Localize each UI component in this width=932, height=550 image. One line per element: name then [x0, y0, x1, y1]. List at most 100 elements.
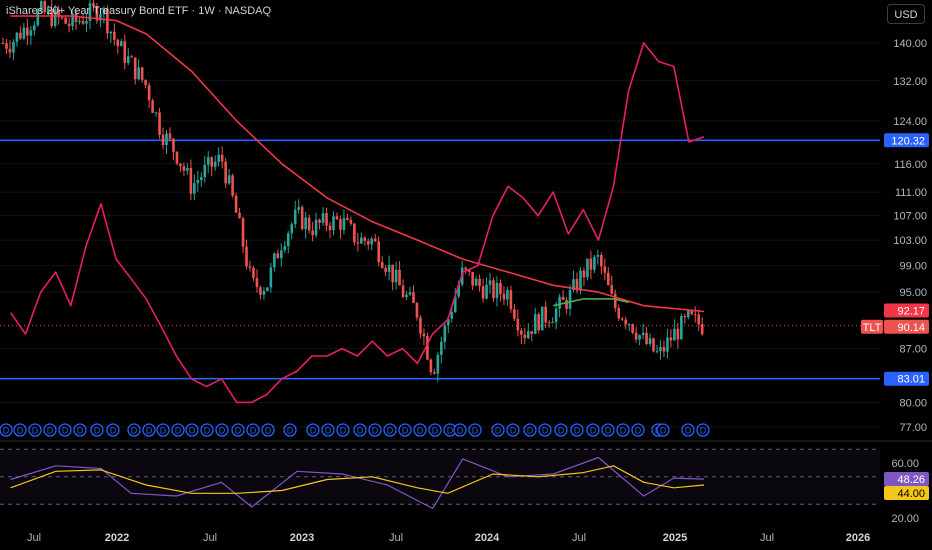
dividend-marker-label: D	[372, 426, 379, 436]
candle-body	[680, 316, 683, 340]
candle-body	[342, 218, 346, 230]
dividend-marker-circle	[491, 423, 505, 437]
candle-body	[113, 31, 116, 40]
candle-body	[405, 294, 408, 298]
candle-body	[693, 314, 697, 316]
candle-body	[380, 262, 384, 268]
dividend-marker-label: D	[47, 426, 54, 436]
candle-body	[551, 322, 554, 324]
time-axis[interactable]: Jul 2022 Jul 2023 Jul 2024 Jul 2025 Jul 2026	[27, 532, 870, 544]
dividend-marker-label: D	[32, 426, 39, 436]
dividend-marker: D	[261, 423, 275, 437]
dividend-marker-circle	[43, 423, 57, 437]
candle-body	[474, 278, 478, 286]
dividend-marker-label: D	[204, 426, 211, 436]
dividend-marker-label: D	[635, 426, 642, 436]
dividend-marker-circle	[353, 423, 367, 437]
candle-body	[526, 331, 530, 339]
dividend-marker-circle	[215, 423, 229, 437]
sma-price-tag: 92.17	[884, 303, 929, 318]
dividend-marker-circle	[246, 423, 260, 437]
dividend-marker: D	[106, 423, 120, 437]
time-tick-label: 2026	[846, 532, 870, 544]
candle-body	[224, 161, 227, 184]
dividend-marker: D	[523, 423, 537, 437]
candle-body	[568, 289, 572, 309]
candle-body	[464, 267, 467, 270]
candle-body	[269, 267, 273, 288]
dividend-marker-label: D	[700, 426, 707, 436]
candle-body	[523, 334, 527, 339]
last-price-tag: 90.14	[884, 319, 929, 334]
candle-body	[669, 337, 673, 341]
candle-body	[401, 285, 405, 298]
candle-body	[676, 328, 680, 340]
dividend-marker: D	[428, 423, 442, 437]
candle-body	[453, 296, 457, 313]
candle-body	[130, 56, 134, 58]
candle-body	[471, 271, 474, 286]
candle-body	[673, 328, 676, 341]
candle-body	[349, 219, 353, 224]
dividend-marker-circle	[681, 423, 695, 437]
dividend-marker-circle	[321, 423, 335, 437]
time-tick-label: Jul	[203, 532, 217, 544]
candle-body	[43, 1, 47, 13]
dividend-marker-circle	[156, 423, 170, 437]
candle-body	[398, 269, 401, 286]
dividend-marker-label: D	[3, 426, 10, 436]
candle-body	[210, 157, 214, 167]
candle-body	[600, 255, 603, 267]
dividend-marker-label: D	[94, 426, 101, 436]
candle-body	[408, 292, 412, 295]
candle-body	[485, 284, 488, 299]
chart-title: iShares 20+ Year Treasury Bond ETF · 1W …	[6, 5, 272, 17]
price-tick-label: 103.00	[893, 235, 927, 247]
candle-body	[638, 335, 641, 340]
currency-button[interactable]: USD	[887, 4, 925, 24]
dividend-marker-circle	[28, 423, 42, 437]
dividend-marker: D	[631, 423, 645, 437]
dividend-marker-circle	[13, 423, 27, 437]
dividend-marker: D	[353, 423, 367, 437]
dividend-marker-circle	[554, 423, 568, 437]
candle-body	[422, 333, 426, 337]
candle-body	[645, 332, 648, 345]
candle-body	[366, 240, 370, 245]
candle-body	[335, 216, 339, 220]
candle-body	[1, 43, 5, 44]
time-tick-label: 2025	[663, 532, 687, 544]
candle-body	[596, 255, 600, 257]
candle-body	[318, 219, 321, 223]
candle-body	[662, 346, 666, 352]
price-tick-label: 107.00	[893, 211, 927, 223]
candle-body	[582, 270, 586, 278]
dividend-marker-circle	[586, 423, 600, 437]
price-tick-label: 124.00	[893, 116, 927, 128]
price-axis[interactable]: 140.00 132.00 124.00 116.00 111.00 107.00 103.…	[891, 38, 927, 525]
candle-body	[429, 359, 433, 373]
dividend-marker-label: D	[387, 426, 394, 436]
price-tick-label: 77.00	[899, 422, 927, 434]
dividend-marker-circle	[523, 423, 537, 437]
time-tick-label: Jul	[760, 532, 774, 544]
candle-body	[509, 290, 513, 310]
candle-body	[488, 280, 492, 285]
dividend-marker-label: D	[660, 426, 667, 436]
rsi-ma-value-tag-text: 44.00	[897, 488, 925, 500]
dividend-marker-label: D	[17, 426, 24, 436]
dividend-marker: D	[368, 423, 382, 437]
candle-body	[290, 224, 294, 234]
rsi-ma-value-tag: 44.00	[884, 486, 929, 500]
candle-body	[182, 166, 186, 171]
dividend-marker-label: D	[457, 426, 464, 436]
dividend-marker-label: D	[417, 426, 424, 436]
candles	[1, 0, 704, 382]
candle-body	[123, 41, 127, 63]
dividend-marker: D	[554, 423, 568, 437]
candle-body	[307, 217, 311, 231]
candle-body	[384, 267, 387, 272]
last-price-tag-text: 90.14	[897, 322, 925, 334]
candle-body	[33, 25, 36, 31]
